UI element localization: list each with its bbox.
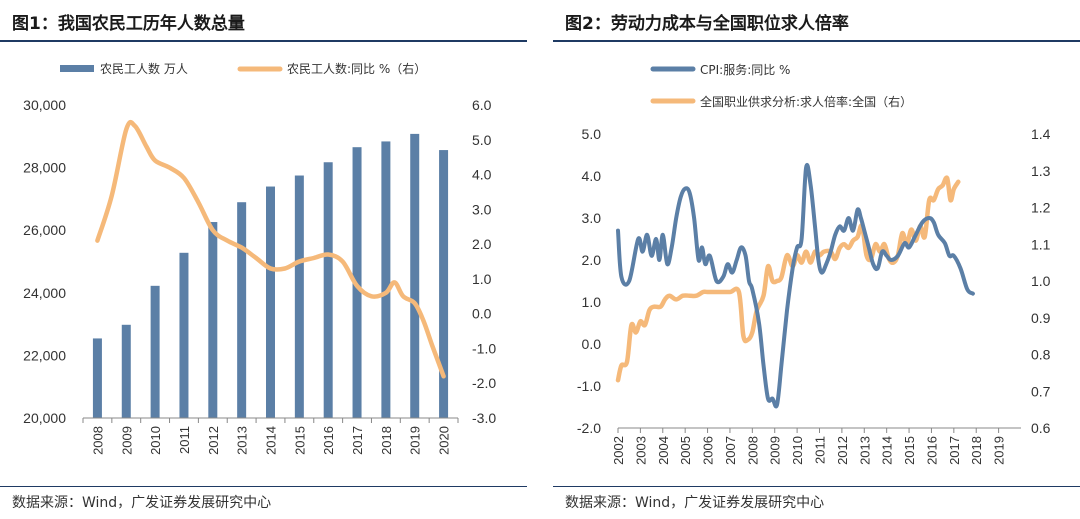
y-right-tick-label: 0.8 (1031, 347, 1051, 363)
legend-label-line: 农民工人数:同比 %（右） (287, 61, 426, 76)
x-tick-label: 2015 (292, 426, 307, 455)
line-series-cpi-service (616, 163, 975, 409)
bar (410, 133, 420, 418)
bar (294, 175, 304, 418)
bar (381, 141, 391, 418)
y-left-tick-label: -1.0 (577, 378, 601, 394)
x-tick-label: 2016 (924, 436, 939, 465)
x-tick-label: 2018 (969, 436, 984, 465)
y-right-tick-label: 0.9 (1031, 310, 1051, 326)
y-right-tick-label: 1.2 (1031, 200, 1051, 216)
y-right-tick-label: 4.0 (472, 167, 492, 183)
x-tick-label: 2004 (656, 436, 671, 465)
x-tick-label: 2012 (835, 436, 850, 465)
y-right-tick-label: 1.0 (1031, 273, 1051, 289)
x-tick-label: 2012 (206, 426, 221, 455)
bar (150, 285, 160, 418)
y-left-tick-label: 22,000 (23, 347, 66, 363)
x-tick-label: 2009 (768, 436, 783, 465)
y-left-tick-label: 1.0 (582, 294, 602, 310)
y-left-tick-label: 3.0 (582, 210, 602, 226)
x-tick-label: 2013 (235, 426, 250, 455)
y-right-tick-label: 0.6 (1031, 420, 1051, 436)
bar (323, 162, 333, 418)
bar (92, 338, 102, 418)
x-tick-label: 2005 (678, 436, 693, 465)
x-tick-label: 2013 (857, 436, 872, 465)
title-rule (0, 40, 527, 42)
x-tick-label: 2011 (177, 426, 192, 454)
bottom-rule (553, 486, 1080, 487)
x-tick-label: 2014 (880, 436, 895, 465)
chart-panel-1: 图1：我国农民工历年人数总量 农民工人数 万人 农民工人数:同比 %（右） 20,0… (0, 0, 527, 519)
x-tick-label: 2015 (902, 436, 917, 465)
x-tick-label: 2010 (148, 426, 163, 455)
legend-label-ratio: 全国职业供求分析:求人倍率:全国（右） (700, 94, 912, 109)
x-tick-label: 2009 (119, 426, 134, 455)
x-tick-label: 2008 (90, 426, 105, 455)
y-right-tick-label: 5.0 (472, 132, 492, 148)
y-right-tick-label: -2.0 (472, 375, 496, 391)
x-tick-label: 2019 (408, 426, 423, 455)
y-right-tick-label: 6.0 (472, 97, 492, 113)
y-left-tick-label: 28,000 (23, 160, 66, 176)
title-rule (553, 40, 1080, 42)
x-tick-label: 2016 (321, 426, 336, 455)
y-right-tick-label: 3.0 (472, 201, 492, 217)
bar (121, 324, 131, 418)
chart-1-svg: 农民工人数 万人 农民工人数:同比 %（右） 20,000 22,000 24,000 2… (23, 61, 496, 455)
x-tick-label: 2010 (790, 436, 805, 465)
y-right-tick-label: 1.1 (1031, 236, 1051, 252)
bar (237, 202, 247, 418)
x-tick-label: 2008 (745, 436, 760, 465)
bar (179, 252, 189, 418)
bottom-rule (0, 486, 527, 487)
line-series-yoy (95, 119, 446, 379)
x-tick-label: 2017 (947, 436, 962, 465)
y-left-tick-label: 5.0 (582, 126, 602, 142)
y-right-tick-label: 1.3 (1031, 163, 1051, 179)
x-tick-label: 2017 (350, 426, 365, 455)
y-left-tick-label: 26,000 (23, 222, 66, 238)
y-right-tick-label: 2.0 (472, 236, 492, 252)
x-tick-label: 2020 (437, 426, 452, 455)
legend-label-bar: 农民工人数 万人 (100, 61, 188, 76)
y-right-tick-label: 0.0 (472, 306, 492, 322)
x-tick-label: 2011 (813, 436, 828, 464)
x-tick-label: 2019 (992, 436, 1007, 465)
y-left-tick-label: 2.0 (582, 252, 602, 268)
bar (208, 222, 218, 418)
chart-title: 图2：劳动力成本与全国职位求人倍率 (565, 14, 849, 34)
legend-label-cpi: CPI:服务:同比 % (700, 62, 790, 77)
bar (439, 150, 449, 418)
y-right-tick-label: 1.4 (1031, 126, 1051, 142)
y-right-tick-label: 0.7 (1031, 383, 1051, 399)
chart-title: 图1：我国农民工历年人数总量 (12, 14, 245, 34)
chart-2-svg: CPI:服务:同比 % 全国职业供求分析:求人倍率:全国（右） -2.0 -1.0 0.… (577, 62, 1051, 465)
y-right-tick-label: 1.0 (472, 271, 492, 287)
x-tick-label: 2002 (611, 436, 626, 465)
x-tick-label: 2018 (379, 426, 394, 455)
y-right-tick-label: -3.0 (472, 410, 496, 426)
y-left-tick-label: 0.0 (582, 336, 602, 352)
line-series-job-ratio (615, 175, 961, 383)
chart-source: 数据来源：Wind，广发证券发展研究中心 (565, 495, 825, 511)
y-left-tick-label: 4.0 (582, 168, 602, 184)
y-left-tick-label: 20,000 (23, 410, 66, 426)
y-left-tick-label: -2.0 (577, 420, 601, 436)
y-right-tick-label: -1.0 (472, 340, 496, 356)
x-tick-label: 2006 (701, 436, 716, 465)
bar (266, 186, 275, 418)
x-tick-label: 2014 (264, 426, 279, 455)
y-left-tick-label: 24,000 (23, 285, 66, 301)
chart-panel-2: 图2：劳动力成本与全国职位求人倍率 CPI:服务:同比 % 全国职业供求分析:求人… (553, 0, 1080, 519)
x-tick-label: 2003 (633, 436, 648, 465)
x-tick-label: 2007 (723, 436, 738, 465)
y-left-tick-label: 30,000 (23, 97, 66, 113)
legend-swatch-bar (60, 65, 94, 72)
chart-source: 数据来源：Wind，广发证券发展研究中心 (12, 495, 272, 511)
